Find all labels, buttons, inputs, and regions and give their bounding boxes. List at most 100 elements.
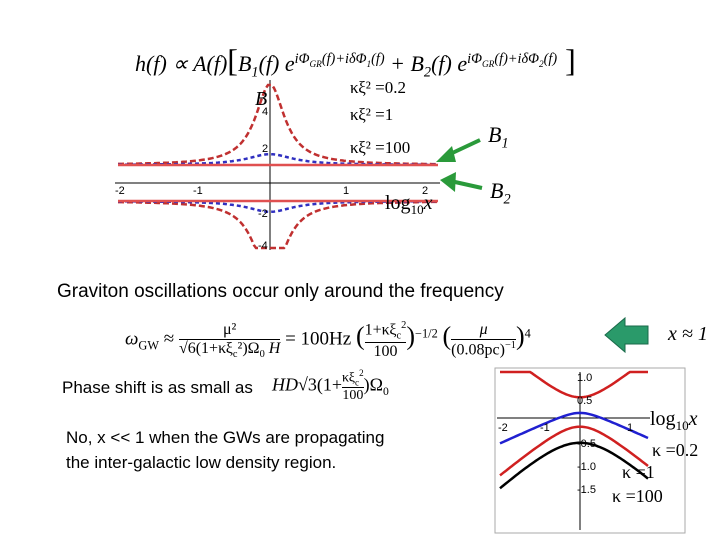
formula-part: B [237,51,252,76]
legend: κξ² =100 [350,138,411,157]
x-label-part: log [650,408,676,430]
formula-part: 2 [359,368,364,378]
formula-part: −1/2 [415,326,438,341]
formula-part: GR [309,59,322,70]
formula-part: 1 [366,59,372,70]
legend: κ =100 [612,486,663,506]
phase-curve [499,425,649,477]
formula-part: ≈ [163,328,175,350]
text-line: No, x << 1 when the GWs are propagating [66,428,385,447]
formula-part: (f) e [431,51,468,76]
legend: κ =1 [622,462,655,482]
formula-part: (f) [371,50,385,67]
formula-part: h(f) ∝ A(f) [135,51,228,76]
legend: κξ² =1 [350,105,394,124]
resonance-curve [118,83,438,166]
y-tick: -1.0 [577,461,596,473]
formula-part: (f)+iδΦ [321,50,367,67]
formula-part: ²)Ω [237,339,260,357]
x-tick: -1 [540,422,550,434]
formula-part: 1+κξ [364,321,397,339]
y-tick: 4 [262,106,269,118]
y-tick: -2 [258,208,268,220]
formula-part: 2 [423,64,432,81]
text-line: Phase shift is as small as [62,378,253,397]
formula-part: GR [481,59,495,70]
formula-part: 2 [401,320,407,331]
x-tick: -1 [193,185,203,197]
formula-part: c [232,348,238,360]
formula-part: ω [125,328,139,350]
x-label-part: 10 [410,202,424,217]
formula-part: 4 [524,326,531,341]
x-label-part: 10 [675,418,689,433]
y-tick: 0.5 [577,395,593,407]
formula-top: h(f) ∝ A(f)[B1(f) eiΦGR(f)+iδΦ1(f) + B2(… [135,42,576,81]
formula-omega: ωGW ≈ μ² √6(1+κξc²)Ω0 H = 100Hz (1+κξc2 10… [125,320,531,360]
formula-part: (f) [543,50,558,67]
formula-part: 100 [373,342,398,360]
formula-part: −1 [504,340,516,352]
arrows [436,138,483,192]
legend: κ =0.2 [652,440,699,460]
formula-part: √6(1+κξ [178,339,233,357]
formula-part: GW [138,338,159,353]
formula-part: c [355,377,360,388]
formula-part: = 100Hz [285,328,352,350]
formula-part: H [264,339,281,357]
formula-part: 0 [383,384,389,398]
formula-part: 2 [539,59,544,70]
x-tick: -2 [498,422,508,434]
formula-phase: HD√3(1+ κξc2 100)Ω0 [272,368,389,404]
x-tick: 2 [422,185,429,197]
formula-part: iΦ [467,50,482,67]
phase-curve [499,411,649,445]
label-part: B [490,178,504,203]
formula-part: (f) e [258,51,295,76]
formula-part: 100 [342,388,364,404]
label-part: 1 [501,135,509,152]
formula-part: )Ω [363,374,383,395]
phase-curve [500,370,648,399]
x-label: log10x [385,192,432,218]
y-tick: 2 [262,143,269,155]
formula-part: √3(1+ [298,374,343,395]
text-line: the inter-galactic low density region. [66,453,337,472]
y-tick: -0.5 [577,438,596,450]
formula-part: + B [390,51,424,76]
label-part: B [488,122,502,147]
y-tick: -4 [258,240,268,252]
x-label-part: x [423,192,433,214]
formula-part: 0 [259,348,265,360]
formula-part: iΦ [294,50,310,67]
legend: κξ² =0.2 [350,78,406,97]
b2-label: B2 [490,178,511,208]
block-arrow [604,316,649,354]
x-approx: x ≈ 1 [668,323,708,345]
y-label: B [255,88,268,110]
y-tick: -1.5 [577,484,596,496]
x-tick: 1 [343,185,350,197]
x-label: log10x [650,408,697,434]
formula-part: (f)+iδΦ [494,50,539,67]
right-curves [499,370,649,490]
formula-part: κξ [342,370,356,386]
x-tick: 1 [627,422,634,434]
x-tick: -2 [115,185,125,197]
formula-part: (0.08pc) [451,341,505,359]
x-label-part: log [385,192,411,214]
formula-part: 1 [251,64,259,81]
formula-part: HD [272,374,298,395]
x-label-part: x [688,408,698,430]
right-frame [494,367,686,534]
b1-label: B1 [488,122,509,152]
label-part: 2 [503,191,511,208]
formula-part: μ² [178,321,281,340]
formula-part: c [396,330,402,342]
formula-part: μ [451,321,516,341]
phase-curve [499,441,649,490]
y-tick: 1.0 [577,372,593,384]
text-line: Graviton oscillations occur only around … [57,281,504,302]
